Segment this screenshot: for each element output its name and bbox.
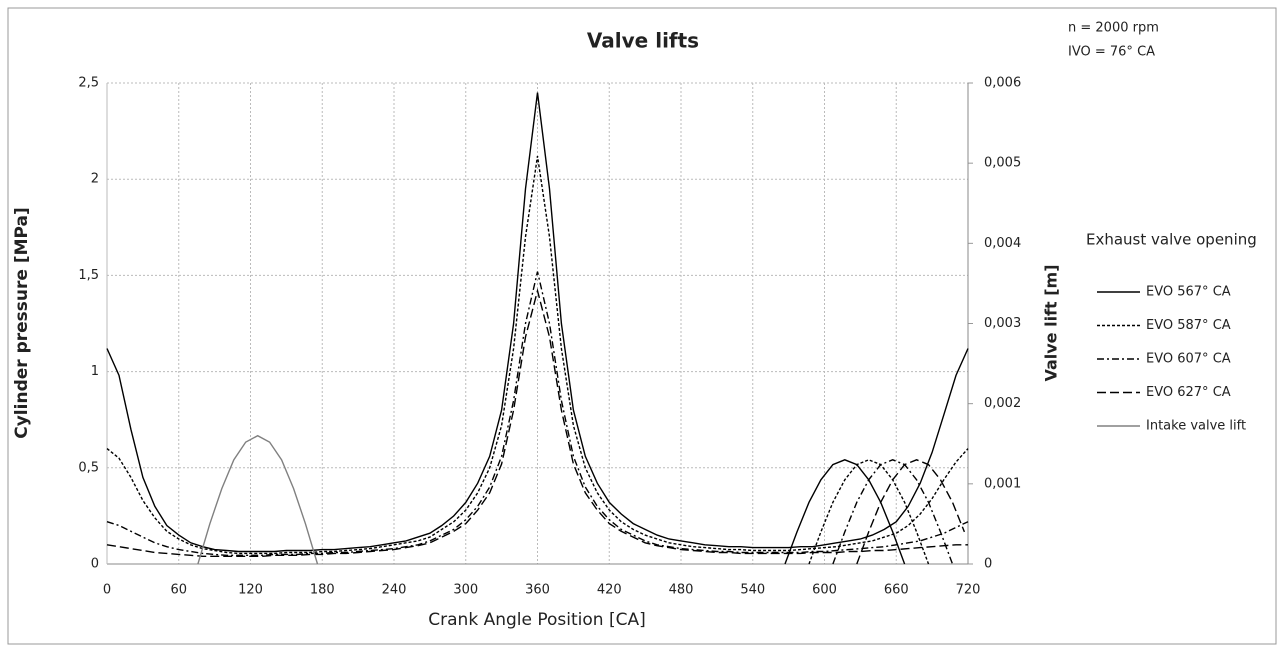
x-tick-label: 540	[740, 583, 765, 598]
y2-tick-label: 0,004	[984, 236, 1021, 251]
series-line	[106, 92, 969, 553]
chart-title: Valve lifts	[587, 29, 699, 53]
series-line	[106, 271, 969, 556]
y-tick-label: 1,5	[78, 268, 99, 283]
lift-line	[784, 459, 906, 565]
x-tick-label: 660	[884, 583, 909, 598]
legend-label: Intake valve lift	[1146, 419, 1246, 434]
legend-label: EVO 607° CA	[1146, 352, 1231, 367]
y2-tick-label: 0,006	[984, 76, 1021, 91]
x-tick-label: 720	[956, 583, 981, 598]
x-tick-label: 0	[103, 583, 111, 598]
y-tick-label: 2	[91, 172, 99, 187]
y2-tick-label: 0	[984, 557, 992, 572]
x-tick-label: 600	[812, 583, 837, 598]
y-tick-label: 2,5	[78, 76, 99, 91]
legend-title: Exhaust valve opening	[1086, 231, 1257, 249]
x-tick-label: 480	[669, 583, 694, 598]
y-axis-label: Cylinder pressure [MPa]	[12, 207, 32, 439]
lift-line	[832, 459, 954, 565]
y-tick-label: 0	[91, 557, 99, 572]
series-line	[197, 434, 319, 565]
series-line	[106, 155, 969, 555]
legend-label: EVO 627° CA	[1146, 385, 1231, 400]
annotation: IVO = 76° CA	[1068, 45, 1155, 60]
x-tick-label: 60	[170, 583, 187, 598]
y2-tick-label: 0,002	[984, 396, 1021, 411]
x-tick-label: 300	[453, 583, 478, 598]
series-line	[106, 288, 968, 557]
x-axis-label: Crank Angle Position [CA]	[428, 610, 645, 630]
x-tick-label: 360	[525, 583, 550, 598]
chart-border	[7, 7, 1277, 645]
x-tick-label: 180	[310, 583, 335, 598]
x-tick-label: 420	[597, 583, 622, 598]
lift-line	[808, 459, 930, 565]
legend-label: EVO 587° CA	[1146, 318, 1231, 333]
y-tick-label: 1	[91, 364, 99, 379]
lift-line	[856, 459, 966, 565]
y2-axis-label: Valve lift [m]	[1042, 264, 1061, 381]
annotation: n = 2000 rpm	[1068, 21, 1159, 36]
x-tick-label: 120	[238, 583, 263, 598]
y-tick-label: 0,5	[78, 460, 99, 475]
y2-tick-label: 0,005	[984, 156, 1021, 171]
legend-label: EVO 567° CA	[1146, 285, 1231, 300]
x-tick-label: 240	[382, 583, 407, 598]
y2-tick-label: 0,003	[984, 316, 1021, 331]
y2-tick-label: 0,001	[984, 476, 1021, 491]
